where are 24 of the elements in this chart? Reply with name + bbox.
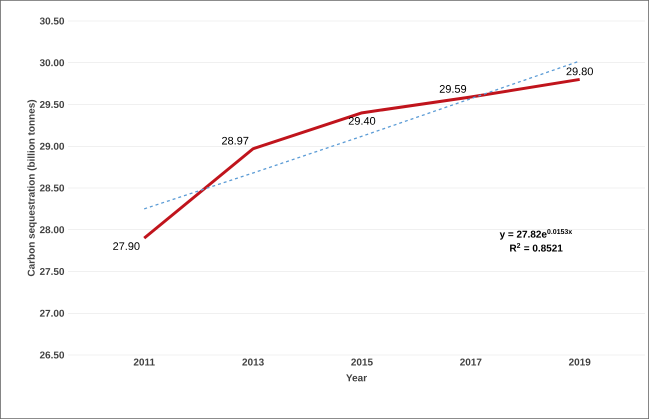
y-tick-label: 30.50 bbox=[40, 17, 64, 25]
x-tick-label: 2015 bbox=[351, 358, 373, 366]
y-tick-label: 26.50 bbox=[40, 351, 64, 359]
annotation: y = 27.82e$^{0.0153x}$ bbox=[500, 229, 572, 240]
data-label: 27.90 bbox=[113, 242, 140, 250]
y-tick-label: 30.00 bbox=[40, 59, 64, 66]
x-axis-title: Year bbox=[346, 374, 367, 382]
y-tick-label: 29.00 bbox=[40, 142, 64, 150]
x-tick-label: 2013 bbox=[242, 358, 264, 366]
data-label: 29.40 bbox=[348, 117, 376, 125]
y-tick-label: 27.50 bbox=[40, 268, 64, 276]
data-label: 29.59 bbox=[440, 85, 466, 93]
y-tick-label: 29.50 bbox=[40, 100, 64, 108]
line-series bbox=[142, 78, 582, 240]
data-label: 28.97 bbox=[222, 136, 248, 145]
annotation: R$^{2}$ = 0.8521 bbox=[510, 243, 563, 252]
x-tick-label: 2019 bbox=[568, 358, 590, 366]
x-tick-label: 2011 bbox=[134, 358, 155, 366]
data-label: 29.80 bbox=[566, 68, 593, 76]
y-axis-title: Carbon sequestration (billion tonnes) bbox=[27, 100, 37, 276]
x-tick-label: 2017 bbox=[460, 358, 482, 366]
y-tick-label: 28.00 bbox=[40, 226, 64, 234]
y-tick-label: 27.00 bbox=[40, 310, 64, 317]
y-tick-label: 28.50 bbox=[40, 184, 64, 192]
